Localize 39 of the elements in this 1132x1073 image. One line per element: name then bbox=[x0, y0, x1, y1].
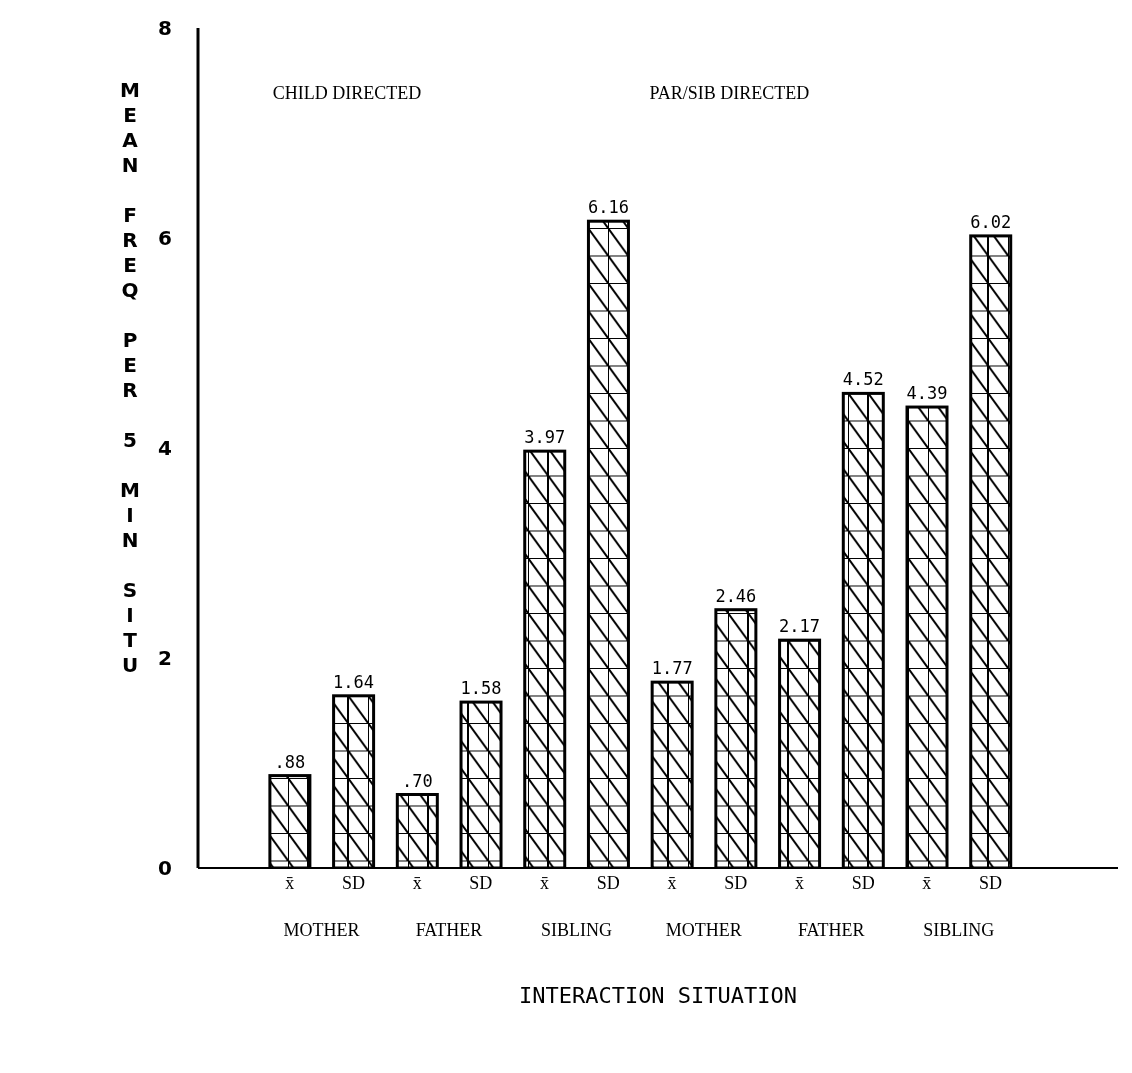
y-tick-label: 2 bbox=[158, 646, 172, 671]
data-label: 6.02 bbox=[970, 211, 1012, 232]
y-axis-title: MEAN FREQ PER 5 MIN SITU bbox=[118, 78, 142, 678]
text: SIBLING bbox=[922, 920, 996, 941]
x-tick-label: SD bbox=[469, 872, 493, 893]
x-tick-label: SD bbox=[724, 872, 748, 893]
x-tick-label: SD bbox=[979, 872, 1003, 893]
data-label: 4.39 bbox=[906, 383, 948, 404]
y-tick-label: 0 bbox=[158, 856, 172, 881]
annotation: CHILD DIRECTED bbox=[271, 83, 423, 104]
data-label: 1.58 bbox=[460, 678, 502, 699]
data-label: 2.17 bbox=[779, 616, 821, 637]
x-tick-label: x̄ bbox=[667, 872, 677, 893]
x-tick-label: SD bbox=[341, 872, 365, 893]
annotation: PAR/SIB DIRECTED bbox=[648, 83, 811, 104]
data-label: 6.16 bbox=[587, 197, 629, 218]
x-tick-label: SD bbox=[851, 872, 875, 893]
y-tick-label: 4 bbox=[158, 436, 172, 461]
text: FATHER bbox=[796, 920, 866, 941]
x-axis-title: INTERACTION SITUATION bbox=[517, 983, 799, 1008]
x-tick-label: SD bbox=[596, 872, 620, 893]
text: MOTHER bbox=[664, 920, 743, 941]
x-tick-label: x̄ bbox=[922, 872, 932, 893]
x-tick-label: x̄ bbox=[285, 872, 295, 893]
y-tick-label: 6 bbox=[158, 226, 172, 251]
text: MOTHER bbox=[282, 920, 361, 941]
data-label: 1.64 bbox=[333, 671, 375, 692]
x-tick-label: x̄ bbox=[412, 872, 422, 893]
data-label: .88 bbox=[274, 751, 306, 772]
data-label: 1.77 bbox=[651, 658, 693, 679]
y-tick-label: 8 bbox=[158, 16, 172, 41]
data-label: 4.52 bbox=[842, 369, 884, 390]
text: FATHER bbox=[414, 920, 484, 941]
x-tick-label: x̄ bbox=[540, 872, 550, 893]
x-tick-label: x̄ bbox=[794, 872, 804, 893]
text: SIBLING bbox=[539, 920, 613, 941]
data-label: 3.97 bbox=[524, 427, 566, 448]
data-label: .70 bbox=[401, 770, 433, 791]
data-label: 2.46 bbox=[715, 585, 757, 606]
